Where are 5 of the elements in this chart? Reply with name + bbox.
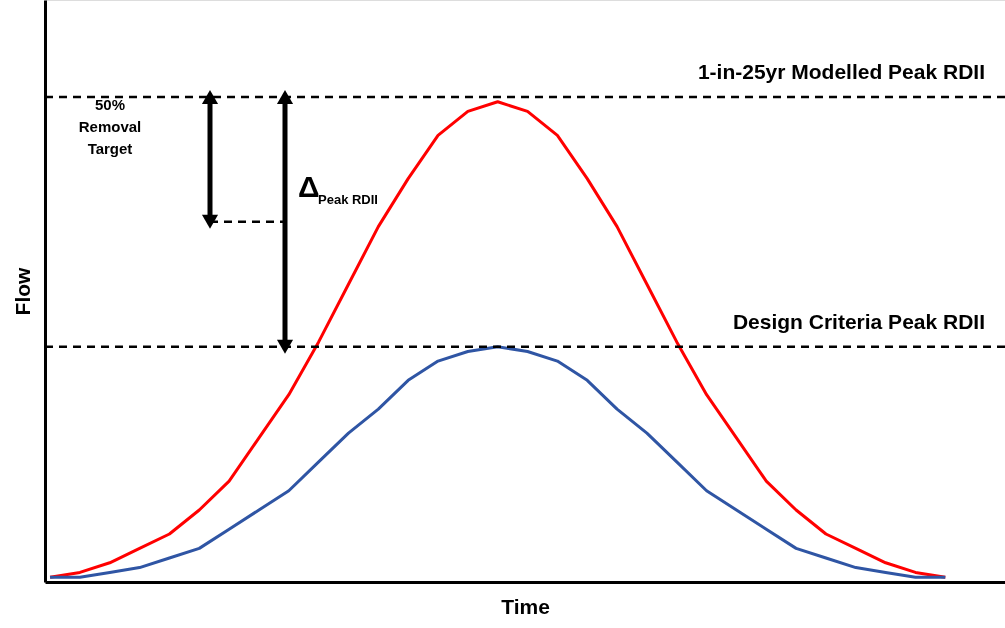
x-axis-title: Time: [501, 594, 550, 618]
annotation: 50% Removal Target: [78, 96, 142, 157]
y-axis-title: Flow: [10, 266, 34, 316]
ref-line-label: 1-in-25yr Modelled Peak RDII: [697, 60, 985, 83]
ref-line-label: Design Criteria Peak RDII: [732, 309, 985, 333]
